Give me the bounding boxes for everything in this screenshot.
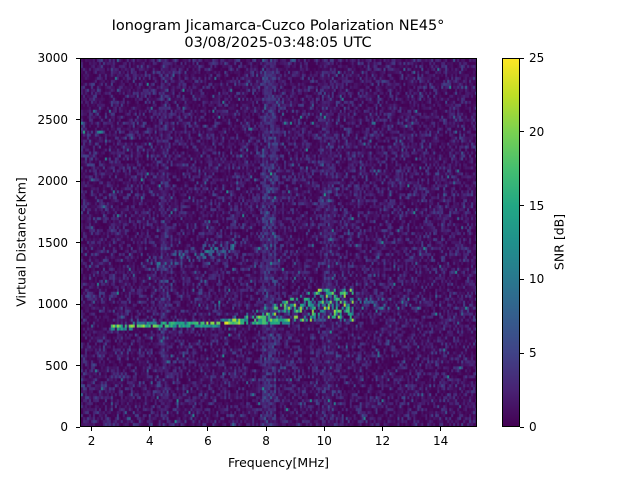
colorbar-tick-label: 20 — [529, 124, 545, 139]
colorbar-tick-mark — [520, 352, 524, 354]
y-tick-label: 1000 — [37, 297, 68, 311]
colorbar-tick-label: 0 — [529, 420, 537, 434]
colorbar-tick-label: 10 — [529, 272, 545, 287]
colorbar — [502, 58, 520, 427]
ionogram-plot-area — [80, 58, 477, 427]
colorbar-tick-mark — [520, 57, 524, 59]
x-tick-label: 10 — [316, 434, 332, 448]
x-tick-label: 14 — [433, 434, 449, 448]
x-tick-label: 6 — [204, 434, 212, 448]
y-tick-mark — [76, 119, 80, 120]
chart-title: Ionogram Jicamarca-Cuzco Polarization NE… — [111, 18, 445, 34]
x-axis-label: Frequency[MHz] — [227, 455, 330, 470]
y-axis-label: Virtual Distance[Km] — [13, 177, 29, 307]
y-tick-mark — [76, 426, 80, 428]
y-tick-mark — [76, 180, 80, 182]
x-tick-mark — [149, 427, 151, 431]
y-tick-label: 2500 — [37, 112, 68, 127]
colorbar-tick-label: 5 — [529, 346, 537, 361]
y-tick-mark — [76, 57, 80, 59]
y-tick-mark — [76, 365, 80, 366]
y-tick-label: 3000 — [37, 51, 68, 65]
colorbar-tick-mark — [520, 278, 524, 280]
colorbar-label: SNR [dB] — [551, 213, 567, 271]
x-tick-label: 8 — [262, 434, 270, 448]
colorbar-tick-label: 15 — [529, 198, 545, 213]
colorbar-tick-mark — [520, 205, 524, 207]
y-tick-mark — [76, 303, 80, 305]
y-tick-label: 0 — [60, 420, 68, 434]
x-tick-mark — [323, 427, 325, 431]
x-tick-mark — [440, 427, 442, 431]
chart-subtitle: 03/08/2025-03:48:05 UTC — [184, 35, 372, 51]
x-tick-label: 12 — [374, 434, 391, 448]
y-tick-label: 2000 — [37, 174, 68, 188]
x-tick-label: 4 — [145, 434, 154, 448]
y-tick-label: 1500 — [37, 235, 68, 250]
colorbar-tick-mark — [520, 426, 524, 428]
colorbar-tick-label: 25 — [529, 51, 545, 65]
x-tick-mark — [381, 427, 383, 431]
y-tick-label: 500 — [45, 358, 68, 373]
colorbar-tick-mark — [520, 131, 524, 133]
x-tick-mark — [91, 427, 93, 431]
y-tick-mark — [76, 242, 80, 243]
ionogram-heatmap — [81, 59, 476, 426]
x-tick-mark — [207, 427, 209, 431]
x-tick-label: 2 — [87, 434, 96, 448]
x-tick-mark — [265, 427, 267, 431]
